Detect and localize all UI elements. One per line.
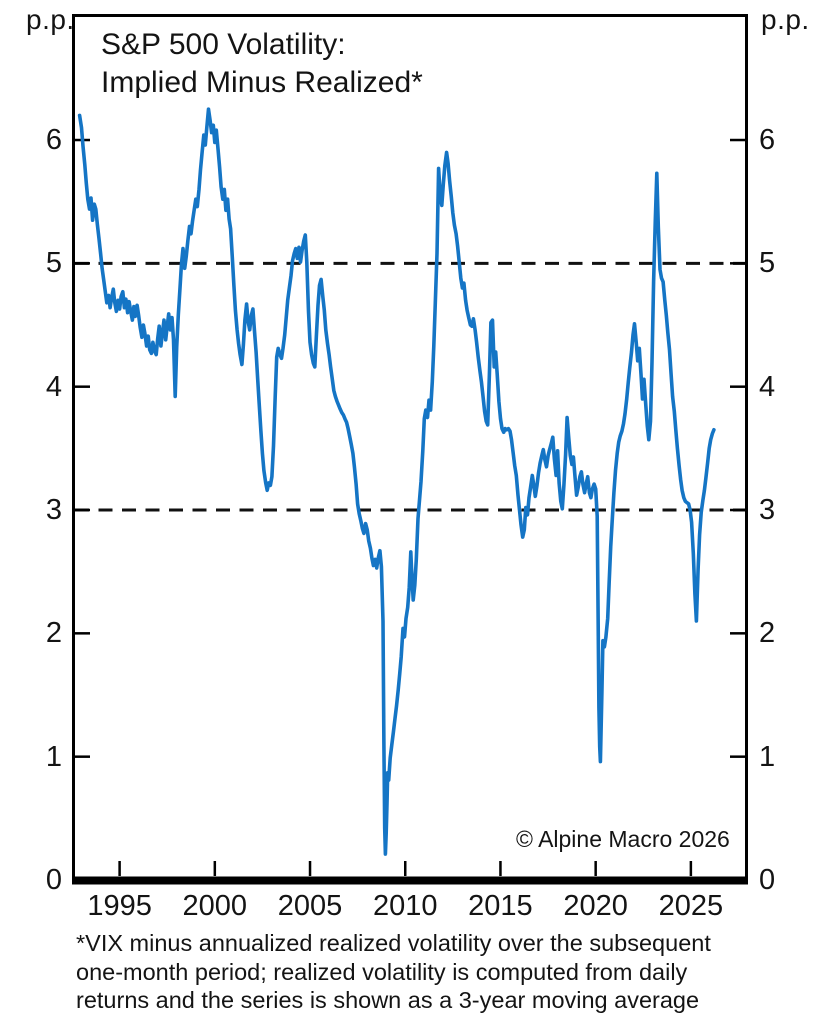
- y-axis-label-right-2: 2: [759, 617, 776, 650]
- y-axis-label-left-1: 1: [45, 740, 62, 773]
- footnote-line-3: returns and the series is shown as a 3-y…: [76, 987, 700, 1013]
- x-axis-label-2005: 2005: [277, 890, 343, 922]
- x-axis-label-2020: 2020: [563, 890, 628, 922]
- footnote-line-2: one-month period; realized volatility is…: [76, 958, 688, 985]
- y-axis-unit-left: p.p.: [26, 4, 75, 35]
- x-axis-label-1995: 1995: [87, 890, 152, 922]
- y-axis-label-left-4: 4: [45, 370, 62, 403]
- y-axis-label-left-2: 2: [45, 617, 62, 650]
- y-axis-label-left-0: 0: [45, 864, 62, 896]
- y-axis-unit-right: p.p.: [761, 4, 810, 35]
- chart-title-line-2: Implied Minus Realized*: [101, 66, 423, 99]
- x-axis-label-2010: 2010: [372, 890, 438, 922]
- y-axis-label-right-0: 0: [759, 864, 776, 896]
- y-axis-label-right-5: 5: [759, 247, 776, 280]
- volatility-line: [77, 107, 716, 856]
- y-axis-label-left-5: 5: [45, 247, 62, 280]
- y-axis-label-right-1: 1: [759, 740, 776, 773]
- y-axis-label-right-3: 3: [759, 494, 776, 526]
- y-axis-label-left-3: 3: [45, 494, 62, 526]
- x-axis-label-2025: 2025: [658, 890, 724, 922]
- chart-title-line-1: S&P 500 Volatility:: [101, 28, 346, 61]
- copyright-credit: © Alpine Macro 2026: [516, 826, 730, 852]
- x-axis-label-2015: 2015: [468, 890, 533, 922]
- footnote: *VIX minus annualized realized volatilit…: [76, 929, 711, 1015]
- y-axis-label-left-6: 6: [45, 124, 62, 157]
- footnote-line-1: *VIX minus annualized realized volatilit…: [76, 930, 711, 956]
- chart-title: S&P 500 Volatility: Implied Minus Realiz…: [101, 26, 423, 102]
- y-axis-label-right-4: 4: [759, 370, 776, 403]
- y-axis-label-right-6: 6: [759, 124, 776, 157]
- x-axis-label-2000: 2000: [182, 890, 248, 922]
